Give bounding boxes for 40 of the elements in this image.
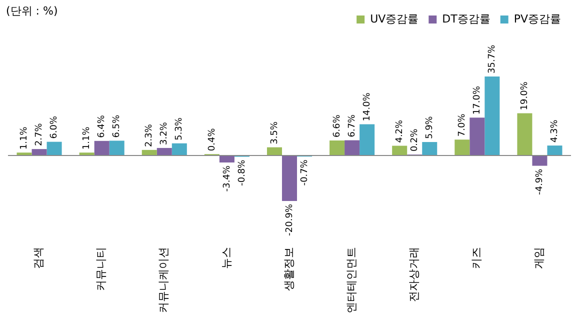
data-label: 35.7% [488, 44, 498, 74]
data-label: 0.2% [410, 128, 420, 152]
x-tick-label: 커뮤니케이션 [157, 247, 170, 313]
x-tick-label: 검색 [32, 247, 46, 269]
data-label: 5.9% [424, 116, 435, 140]
data-label: 2.3% [144, 124, 155, 147]
data-label: 6.4% [97, 114, 108, 138]
x-tick-label: 전자상거래 [407, 247, 420, 302]
data-label: 14.0% [362, 92, 372, 122]
data-label: 17.0% [472, 86, 483, 115]
data-label: -3.4% [222, 165, 232, 192]
data-label: 5.3% [174, 117, 185, 140]
x-tick-label: 게임 [532, 247, 546, 269]
data-label: -0.7% [300, 159, 310, 186]
data-label: 6.7% [347, 114, 358, 138]
data-label: 1.1% [20, 126, 30, 150]
x-tick-label: 키즈 [470, 247, 484, 269]
x-tick-label: 뉴스 [220, 247, 233, 269]
data-label: 1.1% [82, 126, 92, 150]
data-label: -20.9% [284, 204, 295, 236]
x-tick-label: 커뮤니티 [94, 247, 108, 291]
data-label: -0.8% [237, 159, 248, 186]
data-label: 3.2% [160, 122, 170, 145]
legend-label: UV증감률 [370, 12, 419, 26]
data-label: 4.2% [394, 119, 405, 143]
data-label: 2.7% [34, 122, 45, 146]
data-label: 6.0% [50, 115, 60, 139]
data-label: 6.6% [332, 114, 342, 138]
data-label: 0.4% [207, 128, 218, 152]
legend-label: PV증감률 [514, 12, 562, 26]
data-label: 6.5% [112, 114, 122, 138]
x-tick-label: 엔터테인먼트 [344, 247, 358, 313]
data-label: 7.0% [457, 113, 468, 137]
legend-label: DT증감률 [442, 12, 490, 26]
x-tick-label: 생활정보 [282, 247, 296, 291]
data-label: -4.9% [535, 168, 546, 195]
text: (단위 : %) [6, 4, 58, 18]
data-label: 19.0% [520, 81, 530, 110]
data-label: 3.5% [270, 120, 280, 144]
data-label: 4.3% [550, 119, 560, 143]
